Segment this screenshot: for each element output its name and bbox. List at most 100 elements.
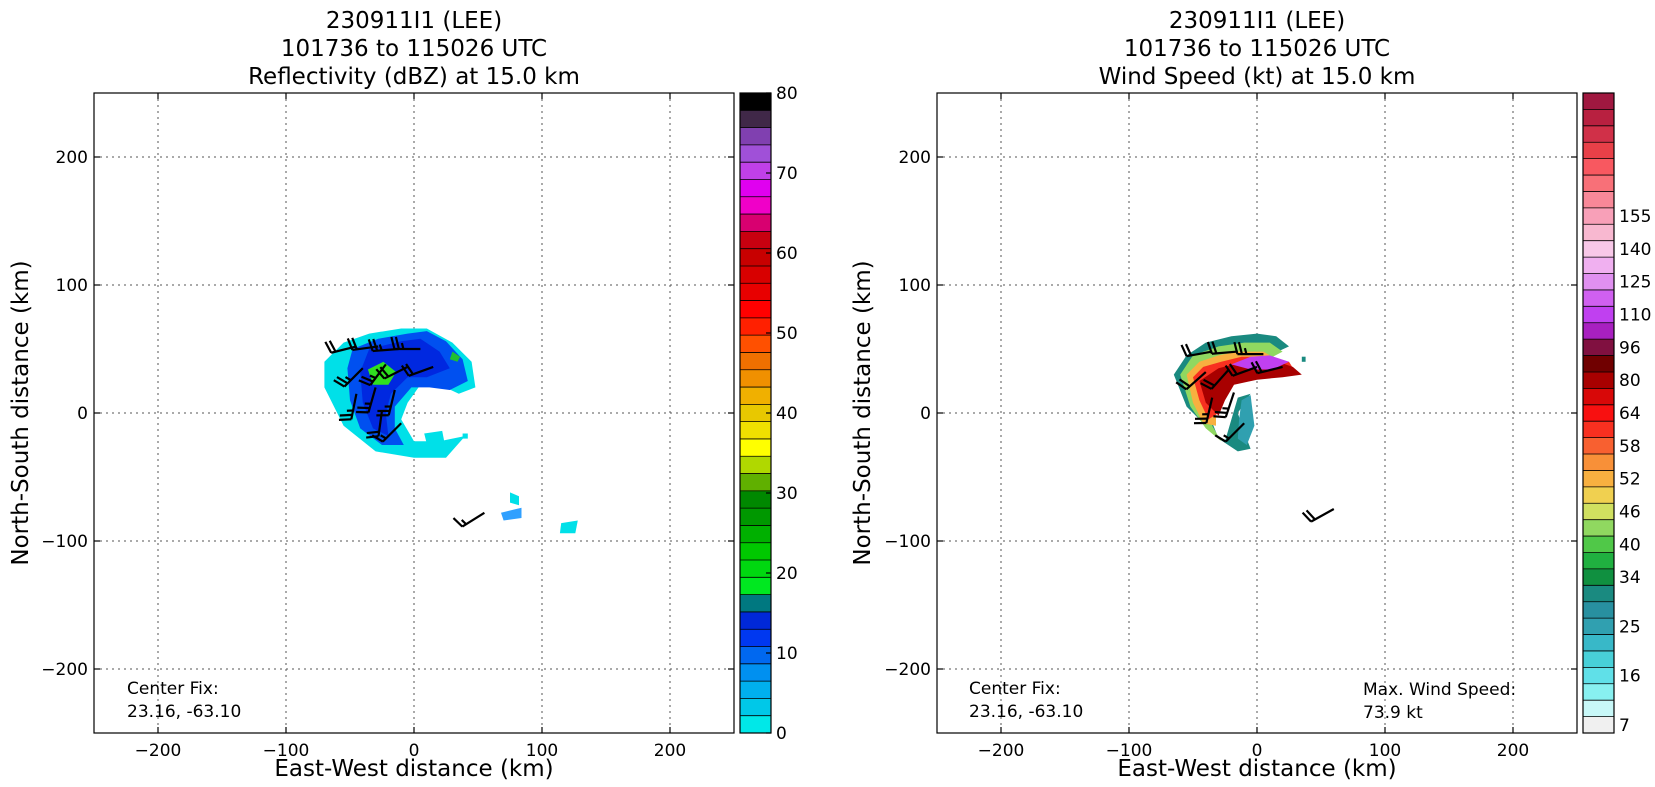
x-tick-label: −100 <box>1106 741 1153 761</box>
barb-full <box>328 340 337 353</box>
y-tick-label: −200 <box>41 660 88 680</box>
barb-half <box>380 434 387 440</box>
barb-full <box>366 430 380 435</box>
colorbar-tick-label: 34 <box>1619 568 1641 588</box>
colorbar-segment <box>740 490 771 509</box>
data-region <box>501 507 522 521</box>
colorbar-segment <box>1583 667 1614 685</box>
colorbar-segment <box>740 387 771 405</box>
colorbar-segment <box>740 231 771 249</box>
y-tick-label: 200 <box>899 148 931 168</box>
colorbar-segment <box>740 698 771 717</box>
wind-barb <box>333 367 364 388</box>
barb-full <box>361 375 374 383</box>
barb-full <box>351 337 358 350</box>
colorbar-tick-label: 40 <box>1619 535 1641 555</box>
colorbar-segment <box>740 369 771 388</box>
barb-full <box>358 379 371 387</box>
colorbar-segment <box>1583 650 1614 668</box>
wind-speed-colorbar: 7 16 25 34 40 46 52 58 64 80 96 110 125 140 155 <box>1582 92 1651 736</box>
colorbar-segment <box>1583 158 1614 176</box>
barb-full <box>372 338 379 352</box>
colorbar-segment <box>1583 536 1614 553</box>
barb-full <box>1214 434 1227 443</box>
colorbar-segment <box>1583 618 1614 635</box>
barb-full <box>367 338 374 352</box>
barb-full <box>1175 381 1187 391</box>
colorbar-segment <box>1583 634 1614 652</box>
y-axis-label: North-South distance (km) <box>8 260 34 565</box>
colorbar-segment <box>740 663 771 682</box>
colorbar-segment <box>1583 355 1614 373</box>
max-wind-value: 73.9 kt <box>1363 703 1423 723</box>
colorbar-segment <box>1583 388 1614 406</box>
barb-full <box>346 338 354 351</box>
colorbar-segment <box>1583 519 1614 537</box>
x-tick-label: 100 <box>1369 741 1401 761</box>
barb-half <box>369 374 377 379</box>
colorbar-tick-label: 30 <box>776 484 798 504</box>
colorbar-segment <box>1583 125 1614 143</box>
barb-full <box>1200 382 1213 390</box>
barb-full <box>1301 511 1312 523</box>
colorbar-segment <box>1583 700 1614 717</box>
colorbar-tick-label: 140 <box>1619 240 1651 260</box>
colorbar-segment <box>740 196 771 215</box>
y-tick-label: −200 <box>884 660 931 680</box>
colorbar-segment <box>1583 224 1614 241</box>
wind-barb <box>1206 341 1238 355</box>
colorbar-segment <box>740 335 771 353</box>
colorbar-segment <box>1583 716 1614 734</box>
data-region <box>1231 355 1289 370</box>
colorbar-segment <box>1583 585 1614 603</box>
colorbar-segment <box>740 715 771 734</box>
x-axis-label: East-West distance (km) <box>1117 756 1396 782</box>
colorbar-segment <box>740 594 771 613</box>
colorbar-segment <box>740 265 771 284</box>
y-tick-label: 0 <box>920 404 931 424</box>
wind-barb <box>1180 343 1213 358</box>
wind-barb <box>1233 341 1264 356</box>
colorbar-segment <box>740 577 771 595</box>
wind-barb <box>1301 508 1335 523</box>
x-tick-label: −200 <box>135 741 182 761</box>
colorbar-tick-label: 70 <box>776 164 798 184</box>
barb-full <box>339 413 353 417</box>
colorbar-segment <box>1583 322 1614 340</box>
colorbar-tick-label: 96 <box>1619 338 1641 358</box>
colorbar-segment <box>740 93 771 111</box>
wind-barb <box>1214 422 1245 443</box>
barb-full <box>394 336 400 350</box>
colorbar-segment <box>740 144 771 163</box>
colorbar-tick-label: 16 <box>1619 667 1641 687</box>
barb-full <box>1213 415 1226 419</box>
barb-full <box>400 364 410 377</box>
data-region <box>449 351 461 362</box>
colorbar-segment <box>1583 552 1614 570</box>
barb-half <box>460 519 467 526</box>
wind-speed-panel: 230911I1 (LEE) 101736 to 115026 UTC Wind… <box>850 8 1651 782</box>
barb-full <box>371 434 384 443</box>
colorbar-segment <box>1583 175 1614 192</box>
colorbar-tick-label: 110 <box>1619 306 1651 326</box>
colorbar-segment <box>1583 339 1614 356</box>
data-region <box>510 492 519 506</box>
colorbar-segment <box>1583 503 1614 520</box>
x-tick-label: −100 <box>263 741 310 761</box>
colorbar-segment <box>1583 289 1614 307</box>
barb-full <box>1180 344 1188 357</box>
colorbar-segment <box>1583 371 1614 389</box>
colorbar-segment <box>1583 306 1614 324</box>
colorbar-segment <box>740 300 771 319</box>
colorbar-segment <box>740 248 771 267</box>
colorbar-tick-label: 0 <box>776 724 787 744</box>
colorbar-tick-label: 10 <box>776 644 798 664</box>
colorbar-segment <box>1583 109 1614 127</box>
barb-full <box>452 517 464 528</box>
x-tick-label: −200 <box>978 741 1025 761</box>
colorbar-segment <box>740 456 771 474</box>
colorbar-tick-label: 7 <box>1619 716 1630 736</box>
center-fix-label: Center Fix: <box>969 679 1061 699</box>
x-tick-label: 0 <box>409 741 420 761</box>
